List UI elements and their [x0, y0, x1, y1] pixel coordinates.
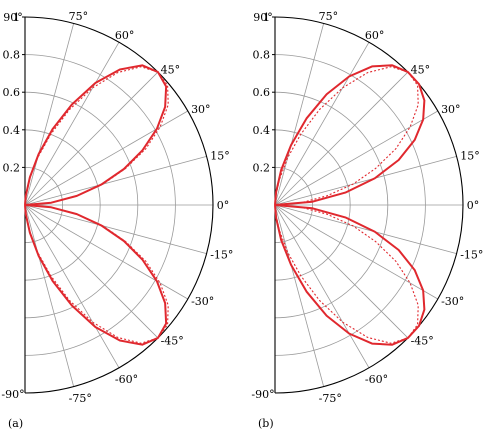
grid-spoke: [24, 71, 159, 206]
grid-spoke: [274, 204, 409, 339]
series-solid-line-upper: [24, 64, 168, 206]
grid-spoke: [274, 155, 457, 206]
angle-tick-label: 30°: [441, 103, 461, 116]
outer-boundary: [24, 16, 214, 394]
polar-chart-b: 0.2 0.4 0.6 0.8 190° 75° 60° 45° 30° 15° 0° -15° -30…: [251, 10, 483, 430]
angle-tick-label: 15°: [210, 149, 230, 162]
grid-spoke: [24, 41, 120, 206]
series-dotted-line-upper: [274, 66, 419, 206]
grid-spoke: [274, 41, 370, 206]
r-tick-label: 0.8: [3, 49, 21, 62]
r-tick-label: 0.6: [253, 86, 271, 99]
grid-spoke: [274, 71, 409, 206]
grid-spoke: [274, 204, 325, 387]
grid-spoke: [24, 204, 189, 300]
r-tick-label: 0.8: [253, 49, 271, 62]
angle-tick-label: -60°: [115, 373, 138, 386]
r-tick-label: 0.6: [3, 86, 21, 99]
r-tick-label: 1: [13, 11, 20, 24]
angle-tick-label: 0°: [467, 199, 480, 212]
grid-spoke: [24, 204, 207, 255]
grid-spoke: [24, 110, 189, 206]
series-solid-line-lower: [274, 204, 426, 346]
grid-spoke: [24, 204, 159, 339]
angle-tick-label: 60°: [115, 29, 135, 42]
grid-spoke: [24, 204, 120, 369]
grid-spoke: [274, 204, 370, 369]
r-tick-label: 0.4: [253, 124, 271, 137]
r-tick-label: 0.2: [3, 161, 21, 174]
r-tick-label: 1: [263, 11, 270, 24]
angle-tick-label: 30°: [191, 103, 211, 116]
r-tick-label: 0.4: [3, 124, 21, 137]
grid-spoke: [274, 204, 457, 255]
angle-tick-label: 90°: [3, 11, 23, 24]
series-solid-line-lower: [24, 204, 168, 346]
angle-tick-label: -90°: [1, 388, 24, 401]
angle-tick-label: -45°: [161, 335, 184, 348]
panel-label: (a): [8, 417, 23, 430]
angle-tick-label: -60°: [365, 373, 388, 386]
panel-label: (b): [258, 417, 274, 430]
series-dotted-line-lower: [24, 204, 169, 344]
series-solid-line-upper: [274, 64, 426, 206]
angle-tick-label: 45°: [411, 63, 431, 76]
series-dotted-line-upper: [24, 66, 169, 206]
angle-tick-label: -90°: [251, 388, 274, 401]
grid-spoke: [274, 23, 325, 206]
angle-tick-label: 45°: [161, 63, 181, 76]
series-dotted-line-lower: [274, 204, 419, 344]
angle-tick-label: -30°: [191, 295, 214, 308]
angle-tick-label: 75°: [319, 10, 339, 23]
grid-spoke: [24, 204, 75, 387]
angle-tick-label: -45°: [411, 335, 434, 348]
angle-tick-label: -15°: [460, 249, 483, 262]
grid-spoke: [274, 204, 439, 300]
polar-chart-a: 0.2 0.4 0.6 0.8 190° 75° 60° 45° 30° 15° 0° -15° -30…: [1, 10, 233, 430]
angle-tick-label: -75°: [69, 392, 92, 405]
angle-tick-label: 75°: [69, 10, 89, 23]
angle-tick-label: -75°: [319, 392, 342, 405]
angle-tick-label: -30°: [441, 295, 464, 308]
grid-spoke: [24, 23, 75, 206]
grid-spoke: [274, 110, 439, 206]
r-tick-label: 0.2: [253, 161, 271, 174]
angle-tick-label: 60°: [365, 29, 385, 42]
angle-tick-label: -15°: [210, 249, 233, 262]
angle-tick-label: 0°: [217, 199, 230, 212]
angle-tick-label: 15°: [460, 149, 480, 162]
angle-tick-label: 90°: [253, 11, 273, 24]
outer-boundary: [274, 16, 464, 394]
grid-spoke: [24, 155, 207, 206]
